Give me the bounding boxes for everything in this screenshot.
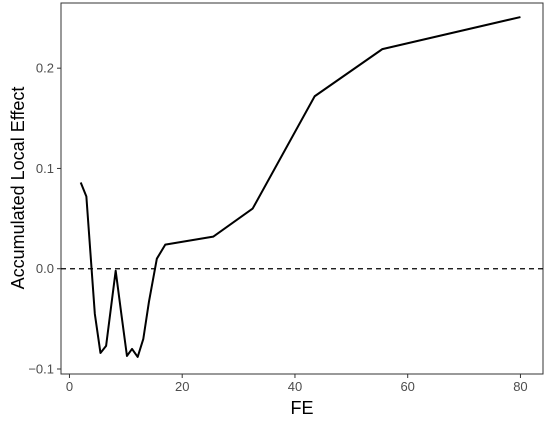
x-tick-label: 40 bbox=[288, 379, 302, 394]
data-point bbox=[519, 16, 521, 18]
data-point bbox=[164, 244, 166, 246]
data-point bbox=[126, 355, 128, 357]
x-tick-label: 0 bbox=[66, 379, 73, 394]
data-point bbox=[99, 352, 101, 354]
plot-panel bbox=[60, 2, 544, 375]
data-point bbox=[85, 196, 87, 198]
ale-series-line bbox=[79, 16, 521, 358]
data-point bbox=[137, 356, 139, 358]
y-tick-label: −0.1 bbox=[28, 361, 54, 376]
y-axis-title: Accumulated Local Effect bbox=[8, 87, 28, 290]
data-point bbox=[94, 313, 96, 315]
data-point bbox=[120, 313, 122, 315]
y-tick-label: 0.2 bbox=[36, 61, 54, 76]
data-point bbox=[142, 338, 144, 340]
x-tick-label: 80 bbox=[513, 379, 527, 394]
data-point bbox=[131, 348, 133, 350]
data-point bbox=[80, 181, 82, 183]
data-point bbox=[105, 345, 107, 347]
x-axis-title: FE bbox=[290, 398, 313, 418]
data-point bbox=[156, 258, 158, 260]
y-tick-label: 0.0 bbox=[36, 261, 54, 276]
x-tick-label: 60 bbox=[400, 379, 414, 394]
data-point bbox=[115, 270, 117, 272]
y-tick-label: 0.1 bbox=[36, 161, 54, 176]
data-point bbox=[381, 48, 383, 50]
ale-series-points bbox=[80, 16, 522, 358]
data-point bbox=[148, 301, 150, 303]
x-tick-label: 20 bbox=[175, 379, 189, 394]
data-point bbox=[212, 236, 214, 238]
y-axis-ticks: −0.1 0.0 0.1 0.2 bbox=[28, 61, 61, 376]
x-axis-ticks: 0 20 40 60 80 bbox=[66, 374, 528, 394]
data-point bbox=[252, 208, 254, 210]
data-point bbox=[314, 95, 316, 97]
